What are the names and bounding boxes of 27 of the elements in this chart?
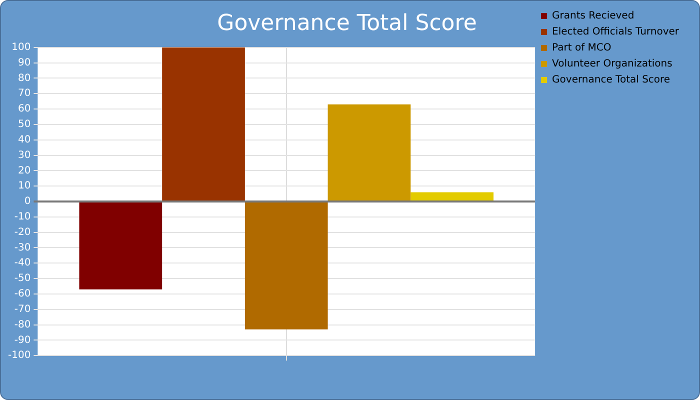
y-tick-label: -10 [14,212,31,223]
y-tick-label: -80 [14,319,31,330]
y-tick-label: 0 [24,196,31,208]
y-tick-label: -60 [14,288,31,300]
y-tick-label: 10 [18,180,31,192]
legend-label: Elected Officials Turnover [552,26,680,38]
legend-label: Part of MCO [552,42,612,54]
legend-label: Volunteer Organizations [552,58,672,70]
legend-label: Governance Total Score [552,74,670,86]
chart-title: Governance Total Score [217,10,477,36]
y-tick-label: 30 [18,150,31,161]
y-tick-label: 60 [18,104,31,115]
legend-label: Grants Recieved [552,10,634,22]
y-tick-label: -20 [14,226,31,238]
y-tick-label: -90 [14,334,31,346]
y-tick-label: -30 [14,242,31,254]
y-tick-label: 70 [18,88,31,100]
y-tick-label: 90 [18,57,31,68]
y-tick-label: 40 [18,134,31,146]
y-tick-label: -50 [14,273,31,284]
y-tick-label: -70 [14,304,31,315]
y-tick-label: -40 [14,258,31,269]
y-tick-label: 50 [18,119,31,130]
y-tick-label: -100 [8,350,31,362]
y-tick-label: 100 [12,42,31,53]
y-tick-label: 20 [18,165,31,176]
y-tick-label: 80 [18,72,31,84]
